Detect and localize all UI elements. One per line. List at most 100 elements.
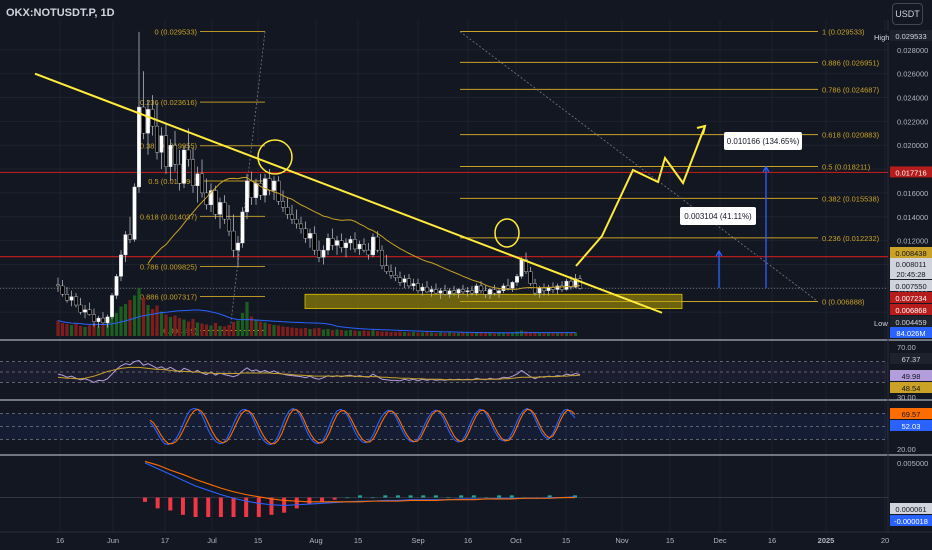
- stoch-bottom-tick: 20.00: [897, 445, 916, 454]
- volume-bar: [438, 332, 443, 336]
- fib-left-label: 0.618 (0.014037): [140, 212, 198, 221]
- candle-body: [105, 316, 110, 324]
- volume-bar: [411, 332, 416, 336]
- macd-histogram-bar: [408, 495, 413, 498]
- volume-bar: [78, 326, 83, 336]
- volume-bar: [569, 333, 573, 336]
- candle-body: [492, 289, 497, 294]
- candle-body: [146, 109, 150, 134]
- candle-body: [411, 283, 416, 287]
- volume-bar: [375, 331, 380, 336]
- rsi-third-tag-bg: [890, 382, 932, 393]
- macd-histogram-bar: [433, 495, 438, 498]
- candle-body: [285, 207, 290, 215]
- volume-bar: [173, 315, 177, 336]
- support-low-tag: 0.006868: [895, 306, 926, 315]
- candle-body: [470, 290, 474, 294]
- volume-bar: [110, 317, 114, 336]
- volume-bar: [443, 333, 447, 336]
- macd-signal-line: [144, 460, 575, 503]
- volume-value-tag: 84.026M: [896, 329, 925, 338]
- volume-bar: [294, 328, 299, 336]
- low-tag: Low: [874, 319, 888, 328]
- high-tag-bg: [872, 31, 890, 42]
- symbol-title: OKX:NOTUSDT.P, 1D: [6, 7, 115, 19]
- stoch-d-line: [149, 408, 576, 445]
- candle-body: [258, 183, 263, 196]
- measure-arrow-large-head: [762, 165, 770, 173]
- volume-bar: [447, 332, 452, 336]
- volume-bar: [398, 331, 402, 336]
- support-low-tag-bg: [890, 304, 932, 315]
- candle-body: [344, 242, 348, 248]
- volume-bar: [281, 326, 285, 336]
- volume-bar: [56, 320, 60, 336]
- candle-body: [560, 285, 564, 290]
- time-tick: 15: [562, 536, 570, 545]
- candle-body: [249, 180, 254, 198]
- time-tick: Sep: [411, 536, 424, 545]
- candle-body: [407, 278, 411, 287]
- candle-body: [506, 285, 510, 289]
- candle-body: [362, 243, 366, 251]
- candle-body: [578, 278, 582, 289]
- macd-signal-tag-bg: [890, 515, 932, 526]
- volume-bar: [326, 329, 330, 336]
- candle-body: [213, 190, 218, 215]
- macd-histogram-bar: [497, 495, 502, 498]
- projection-path: [575, 125, 706, 267]
- currency-button[interactable]: USDT: [892, 3, 923, 25]
- candle-body: [434, 289, 438, 294]
- candle-body: [155, 125, 159, 153]
- candle-body: [402, 278, 407, 283]
- candle-body: [119, 254, 123, 277]
- candle-body: [501, 285, 506, 291]
- time-tick: 17: [161, 536, 169, 545]
- candle-body: [191, 159, 195, 186]
- volume-bar: [393, 332, 398, 336]
- candle-body: [564, 280, 569, 290]
- macd-signal-tag: -0.000018: [894, 517, 928, 526]
- volume-bar: [267, 324, 272, 336]
- volume-bar: [465, 333, 470, 336]
- candle-body: [308, 233, 312, 239]
- volume-bar: [312, 328, 317, 336]
- volume-bar: [65, 324, 69, 336]
- volume-bar: [119, 306, 123, 336]
- volume-bar: [240, 313, 245, 336]
- volume-bar: [407, 332, 411, 336]
- candle-body: [353, 239, 357, 250]
- volume-bar: [150, 309, 155, 336]
- volume-bar: [573, 332, 578, 336]
- candle-body: [519, 259, 524, 277]
- candle-body: [452, 290, 456, 294]
- candle-body: [78, 304, 83, 313]
- time-tick: Nov: [615, 536, 629, 545]
- candle-body: [393, 274, 398, 278]
- volume-bar: [182, 319, 186, 336]
- rsi-value-tag: 67.37: [902, 355, 921, 364]
- price-tick: 0.020000: [897, 141, 928, 150]
- candle-body: [335, 240, 339, 246]
- rsi-third-tag: 48.54: [902, 384, 921, 393]
- volume-bar: [564, 333, 569, 336]
- macd-histogram-bar: [193, 497, 198, 518]
- rsi-ma-line: [57, 366, 581, 381]
- highlight-circle-1: [257, 139, 293, 175]
- candlesticks: [56, 31, 582, 328]
- candle-body: [177, 164, 182, 184]
- volume-bar: [164, 314, 168, 336]
- last-price-tag-bg: [890, 258, 932, 269]
- candle-body: [231, 230, 236, 251]
- volume-bar: [497, 333, 501, 336]
- rsi-bottom-tick: 30.00: [897, 393, 916, 402]
- volume-bar: [177, 318, 182, 336]
- candle-body: [488, 289, 492, 295]
- candle-body: [537, 288, 542, 294]
- resistance-upper-tag-bg: [890, 166, 932, 178]
- candle-body: [132, 186, 137, 240]
- candle-body: [137, 106, 141, 188]
- volume-bar: [542, 333, 546, 336]
- volume-bar: [249, 316, 254, 336]
- volume-bar: [114, 313, 119, 336]
